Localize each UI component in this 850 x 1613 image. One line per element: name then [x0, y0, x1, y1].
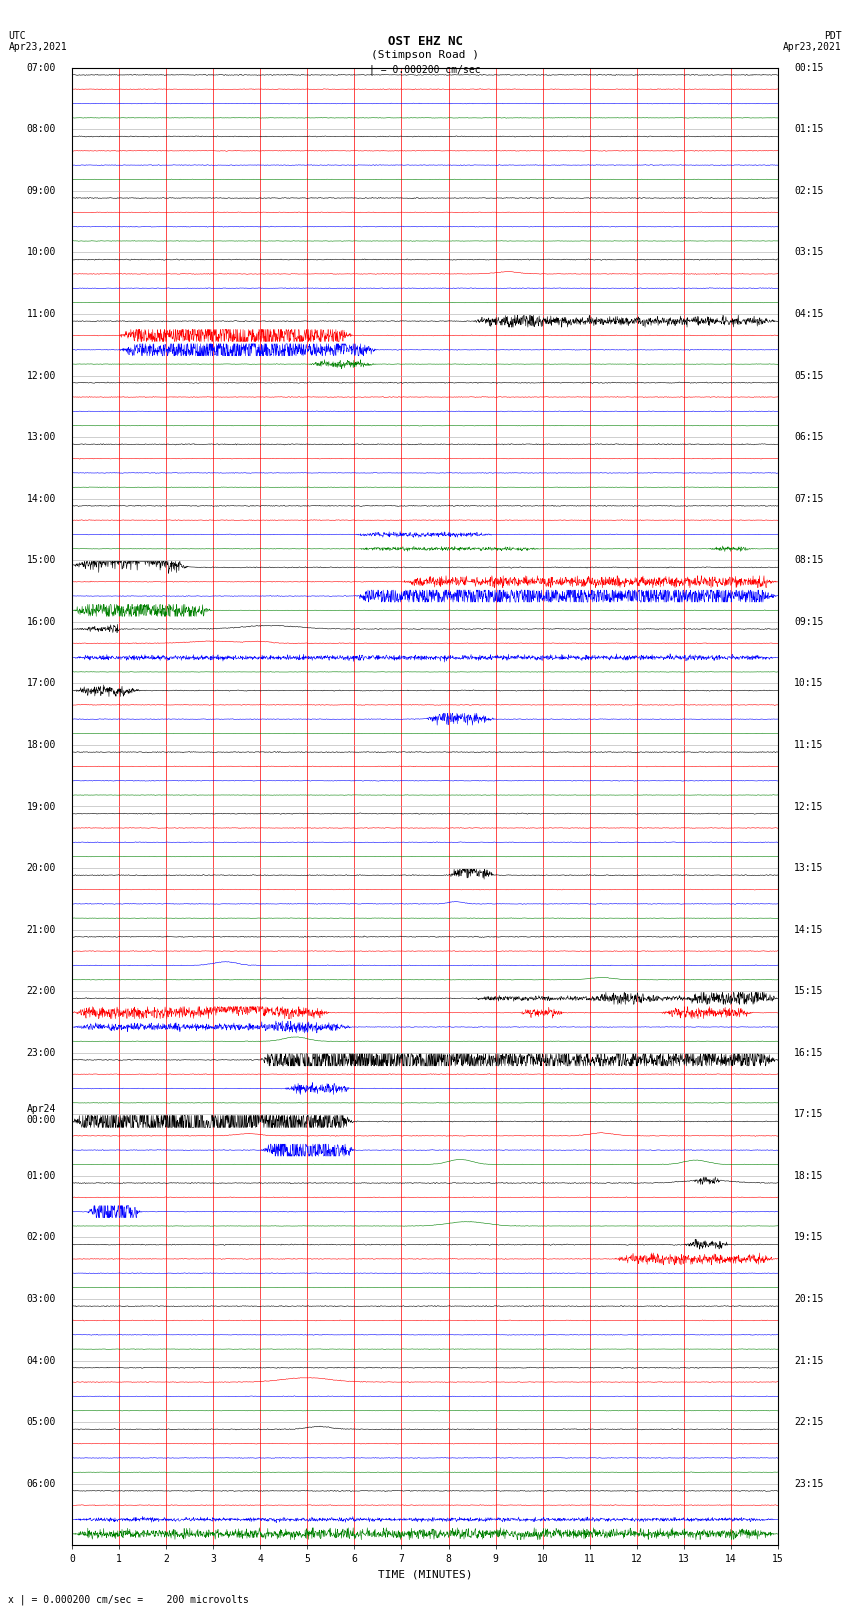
Text: PDT
Apr23,2021: PDT Apr23,2021 — [783, 31, 842, 52]
Text: 07:00: 07:00 — [26, 63, 56, 73]
Text: 04:00: 04:00 — [26, 1355, 56, 1366]
Text: 11:00: 11:00 — [26, 310, 56, 319]
Text: 16:15: 16:15 — [794, 1048, 824, 1058]
Text: 19:15: 19:15 — [794, 1232, 824, 1242]
Text: 17:00: 17:00 — [26, 679, 56, 689]
Text: 09:15: 09:15 — [794, 616, 824, 627]
Text: 06:15: 06:15 — [794, 432, 824, 442]
Text: | = 0.000200 cm/sec: | = 0.000200 cm/sec — [369, 65, 481, 76]
Text: 02:00: 02:00 — [26, 1232, 56, 1242]
Text: (Stimpson Road ): (Stimpson Road ) — [371, 50, 479, 60]
Text: 14:15: 14:15 — [794, 924, 824, 934]
Text: 20:15: 20:15 — [794, 1294, 824, 1303]
Text: 14:00: 14:00 — [26, 494, 56, 503]
Text: 05:00: 05:00 — [26, 1418, 56, 1428]
Text: 16:00: 16:00 — [26, 616, 56, 627]
Text: 10:15: 10:15 — [794, 679, 824, 689]
Text: 23:00: 23:00 — [26, 1048, 56, 1058]
Text: 23:15: 23:15 — [794, 1479, 824, 1489]
Text: 12:00: 12:00 — [26, 371, 56, 381]
X-axis label: TIME (MINUTES): TIME (MINUTES) — [377, 1569, 473, 1579]
Text: 22:00: 22:00 — [26, 986, 56, 997]
Text: 21:15: 21:15 — [794, 1355, 824, 1366]
Text: 02:15: 02:15 — [794, 185, 824, 195]
Text: 01:00: 01:00 — [26, 1171, 56, 1181]
Text: 17:15: 17:15 — [794, 1110, 824, 1119]
Text: 09:00: 09:00 — [26, 185, 56, 195]
Text: 22:15: 22:15 — [794, 1418, 824, 1428]
Text: UTC
Apr23,2021: UTC Apr23,2021 — [8, 31, 67, 52]
Text: 03:15: 03:15 — [794, 247, 824, 258]
Text: 12:15: 12:15 — [794, 802, 824, 811]
Text: 03:00: 03:00 — [26, 1294, 56, 1303]
Text: 18:00: 18:00 — [26, 740, 56, 750]
Text: 07:15: 07:15 — [794, 494, 824, 503]
Text: 00:15: 00:15 — [794, 63, 824, 73]
Text: 01:15: 01:15 — [794, 124, 824, 134]
Text: x | = 0.000200 cm/sec =    200 microvolts: x | = 0.000200 cm/sec = 200 microvolts — [8, 1594, 249, 1605]
Text: OST EHZ NC: OST EHZ NC — [388, 35, 462, 48]
Text: 08:15: 08:15 — [794, 555, 824, 565]
Text: 08:00: 08:00 — [26, 124, 56, 134]
Text: 20:00: 20:00 — [26, 863, 56, 873]
Text: 11:15: 11:15 — [794, 740, 824, 750]
Text: 15:00: 15:00 — [26, 555, 56, 565]
Text: 06:00: 06:00 — [26, 1479, 56, 1489]
Text: 19:00: 19:00 — [26, 802, 56, 811]
Text: 05:15: 05:15 — [794, 371, 824, 381]
Text: 15:15: 15:15 — [794, 986, 824, 997]
Text: 13:00: 13:00 — [26, 432, 56, 442]
Text: 18:15: 18:15 — [794, 1171, 824, 1181]
Text: 13:15: 13:15 — [794, 863, 824, 873]
Text: 10:00: 10:00 — [26, 247, 56, 258]
Text: 21:00: 21:00 — [26, 924, 56, 934]
Text: 04:15: 04:15 — [794, 310, 824, 319]
Text: Apr24
00:00: Apr24 00:00 — [26, 1103, 56, 1126]
